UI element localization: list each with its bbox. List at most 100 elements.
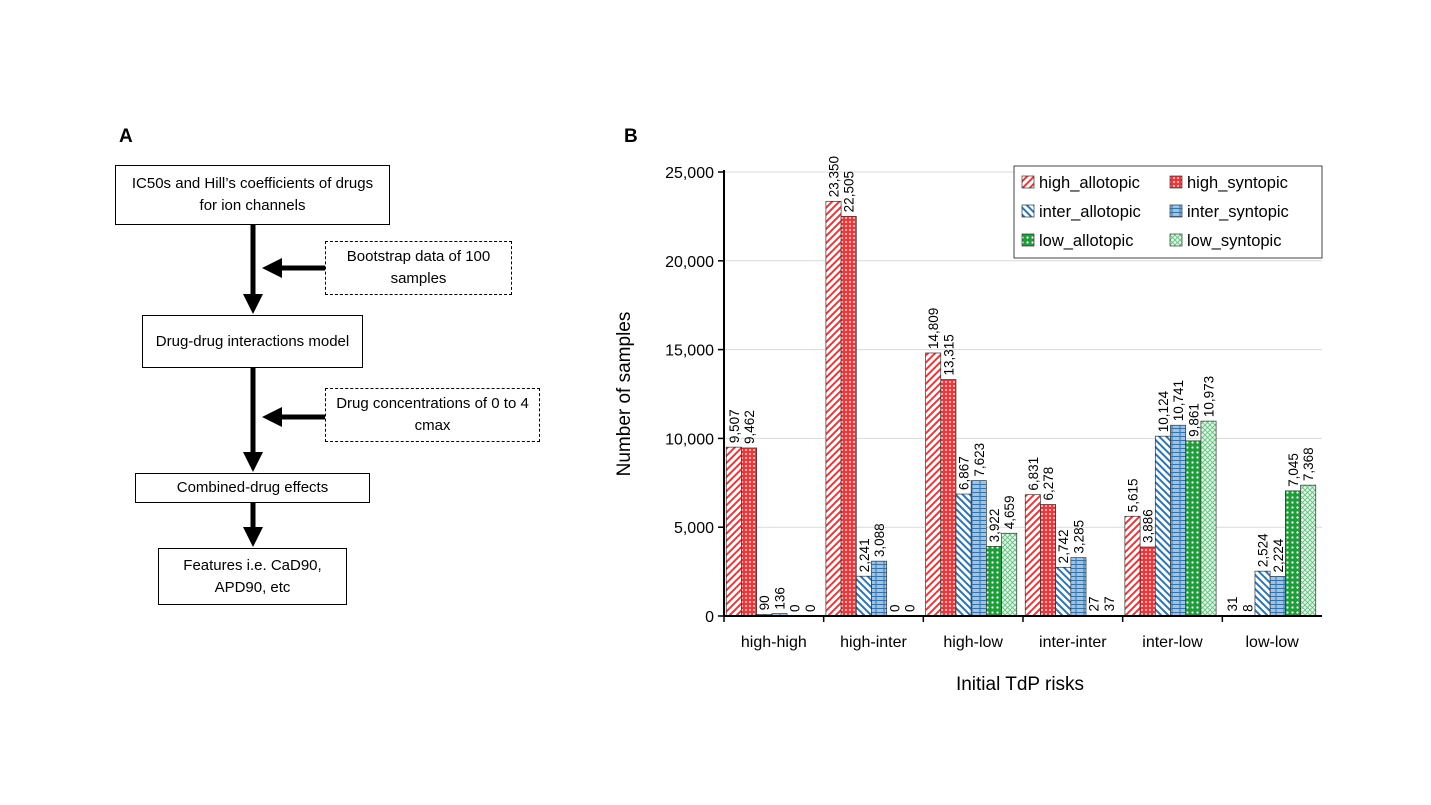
legend-label: inter_syntopic <box>1187 203 1289 221</box>
bar-inter_allotopic-high-inter <box>855 575 872 617</box>
x-axis-title: Initial TdP risks <box>956 674 1084 695</box>
bar-low_allotopic-high-low <box>986 545 1002 617</box>
box-model: Drug-drug interactions model <box>142 315 363 368</box>
legend-label: low_allotopic <box>1039 232 1133 250</box>
data-label: 2,524 <box>1256 533 1271 567</box>
data-label: 5,615 <box>1126 478 1141 512</box>
data-label: 6,867 <box>957 456 972 490</box>
bar-high_syntopic-high-high <box>741 447 757 617</box>
y-tick-label: 15,000 <box>665 343 714 360</box>
data-label: 2,742 <box>1056 530 1071 564</box>
x-tick-label: high-inter <box>840 634 907 651</box>
x-tick-label: high-high <box>741 634 807 651</box>
legend-label: low_syntopic <box>1187 232 1281 250</box>
bar-low_allotopic-low-low <box>1285 490 1301 617</box>
bar-high_syntopic-inter-inter <box>1040 504 1056 617</box>
data-label: 22,505 <box>842 171 857 212</box>
panel-b-label: B <box>624 126 638 147</box>
legend-swatch-high_allotopic <box>1021 175 1035 189</box>
panel-a-label: A <box>119 126 133 147</box>
data-label: 0 <box>803 604 818 612</box>
bar-high_allotopic-high-high <box>725 446 742 617</box>
data-label: 0 <box>903 604 918 612</box>
legend-swatch-inter_allotopic <box>1021 204 1035 218</box>
x-tick-label: inter-inter <box>1039 634 1107 651</box>
bar-inter_syntopic-inter-low <box>1170 424 1187 617</box>
data-label: 23,350 <box>827 156 842 197</box>
bar-low_syntopic-inter-low <box>1200 420 1217 617</box>
data-label: 13,315 <box>941 334 956 375</box>
bar-high_syntopic-inter-low <box>1139 546 1156 617</box>
x-tick-label: inter-low <box>1142 634 1203 651</box>
box-concentrations: Drug concentrations of 0 to 4 cmax <box>325 388 540 442</box>
legend: high_allotopic high_syntopic inter_allotop… <box>1013 165 1323 259</box>
data-label: 0 <box>788 604 803 612</box>
data-label: 6,831 <box>1026 457 1041 491</box>
bar-inter_allotopic-high-low <box>955 493 972 617</box>
legend-swatch-low_allotopic <box>1021 233 1035 247</box>
y-tick-label: 5,000 <box>674 520 714 537</box>
data-label: 9,861 <box>1186 403 1201 437</box>
data-label: 31 <box>1225 596 1240 611</box>
bar-high_syntopic-high-low <box>940 379 957 617</box>
data-label: 7,368 <box>1301 447 1316 481</box>
bar-high_allotopic-high-inter <box>825 200 842 617</box>
data-label: 8 <box>1240 604 1255 612</box>
legend-label: high_allotopic <box>1039 174 1140 192</box>
bar-low_allotopic-inter-low <box>1185 440 1202 617</box>
bar-inter_syntopic-high-low <box>970 480 987 617</box>
y-tick-label: 25,000 <box>665 165 714 182</box>
data-label: 3,922 <box>987 509 1002 543</box>
legend-label: inter_allotopic <box>1039 203 1141 221</box>
bar-low_syntopic-high-low <box>1001 532 1018 617</box>
y-tick-label: 0 <box>705 609 714 626</box>
data-label: 9,462 <box>742 410 757 444</box>
data-label: 3,285 <box>1071 520 1086 554</box>
data-label: 27 <box>1087 596 1102 611</box>
box-bootstrap: Bootstrap data of 100 samples <box>325 241 512 295</box>
data-label: 3,088 <box>872 523 887 557</box>
data-label: 10,124 <box>1156 390 1171 432</box>
data-label: 10,741 <box>1171 380 1186 421</box>
x-tick-label: high-low <box>943 634 1003 651</box>
bar-high_allotopic-inter-inter <box>1024 494 1041 617</box>
data-label: 7,623 <box>972 443 987 477</box>
data-label: 7,045 <box>1286 453 1301 487</box>
data-label: 4,659 <box>1002 495 1017 529</box>
bar-low_syntopic-low-low <box>1300 484 1317 617</box>
data-label: 37 <box>1102 596 1117 611</box>
bar-inter_syntopic-inter-inter <box>1070 557 1087 617</box>
y-axis-title: Number of samples <box>614 312 635 477</box>
legend-swatch-inter_syntopic <box>1169 204 1183 218</box>
data-label: 6,278 <box>1041 467 1056 501</box>
bar-inter_allotopic-low-low <box>1254 570 1271 617</box>
box-features: Features i.e. CaD90, APD90, etc <box>158 548 347 605</box>
bar-high_allotopic-inter-low <box>1124 515 1141 617</box>
flow-arrows <box>243 225 325 547</box>
data-label: 10,973 <box>1202 376 1217 417</box>
legend-swatch-high_syntopic <box>1169 175 1183 189</box>
box-combined: Combined-drug effects <box>135 473 370 503</box>
bar-inter_syntopic-high-inter <box>871 560 888 617</box>
data-label: 9,507 <box>727 409 742 443</box>
y-tick-label: 20,000 <box>665 254 714 271</box>
bar-inter_allotopic-inter-inter <box>1055 566 1072 617</box>
data-label: 2,224 <box>1271 538 1286 572</box>
data-label: 3,886 <box>1141 509 1156 543</box>
legend-label: high_syntopic <box>1187 174 1288 192</box>
legend-box <box>1013 165 1323 259</box>
bar-inter_syntopic-low-low <box>1269 576 1286 617</box>
x-tick-label: low-low <box>1245 634 1299 651</box>
data-label: 136 <box>772 587 787 610</box>
data-label: 90 <box>757 595 772 610</box>
bar-inter_allotopic-inter-low <box>1154 435 1171 617</box>
box-inputs: IC50s and Hill’s coefficients of drugs f… <box>115 165 390 225</box>
bar-high_syntopic-high-inter <box>840 215 857 617</box>
data-label: 0 <box>887 604 902 612</box>
bar-high_allotopic-high-low <box>925 352 942 617</box>
data-label: 2,241 <box>857 538 872 572</box>
data-label: 14,809 <box>926 308 941 349</box>
legend-swatch-low_syntopic <box>1169 233 1183 247</box>
